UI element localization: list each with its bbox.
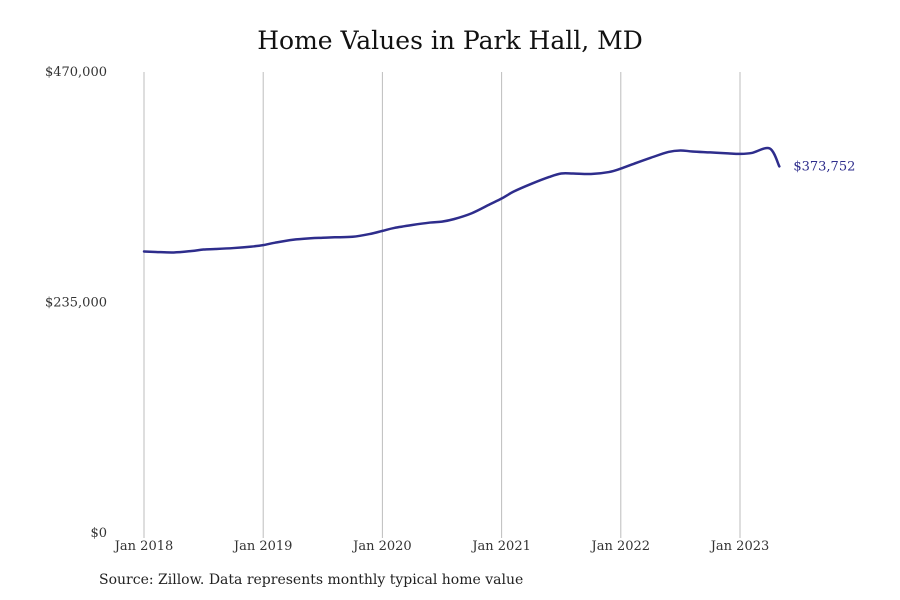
line-chart: $0$235,000$470,000 Jan 2018 Jan 2019 Jan 2…: [45, 65, 855, 554]
end-value-labels: $373,752: [793, 159, 855, 174]
grid-lines: [143, 72, 741, 538]
x-tick-label-4: Jan 2022: [590, 539, 651, 554]
x-tick-label-3: Jan 2021: [470, 539, 531, 554]
x-tick-label-1: Jan 2019: [232, 539, 293, 554]
x-tick-label-0: Jan 2018: [113, 539, 174, 554]
chart-title: Home Values in Park Hall, MD: [257, 26, 643, 55]
source-note: Source: Zillow. Data represents monthly …: [99, 572, 524, 588]
end-value-label-0: $373,752: [793, 159, 855, 174]
series-line-0: [142, 146, 781, 254]
x-tick-label-5: Jan 2023: [709, 539, 770, 554]
y-axis-tick-labels: $0 $235,000 $470,000: [45, 65, 107, 541]
y-tick-label-1: $235,000: [45, 296, 107, 311]
x-axis-tick-labels: Jan 2018 Jan 2019 Jan 2020 Jan 2021 Jan 2022…: [113, 539, 770, 554]
x-tick-label-2: Jan 2020: [351, 539, 412, 554]
y-tick-label-2: $470,000: [45, 65, 107, 80]
y-tick-label-0: $0: [90, 526, 107, 541]
series-lines: [142, 146, 781, 254]
